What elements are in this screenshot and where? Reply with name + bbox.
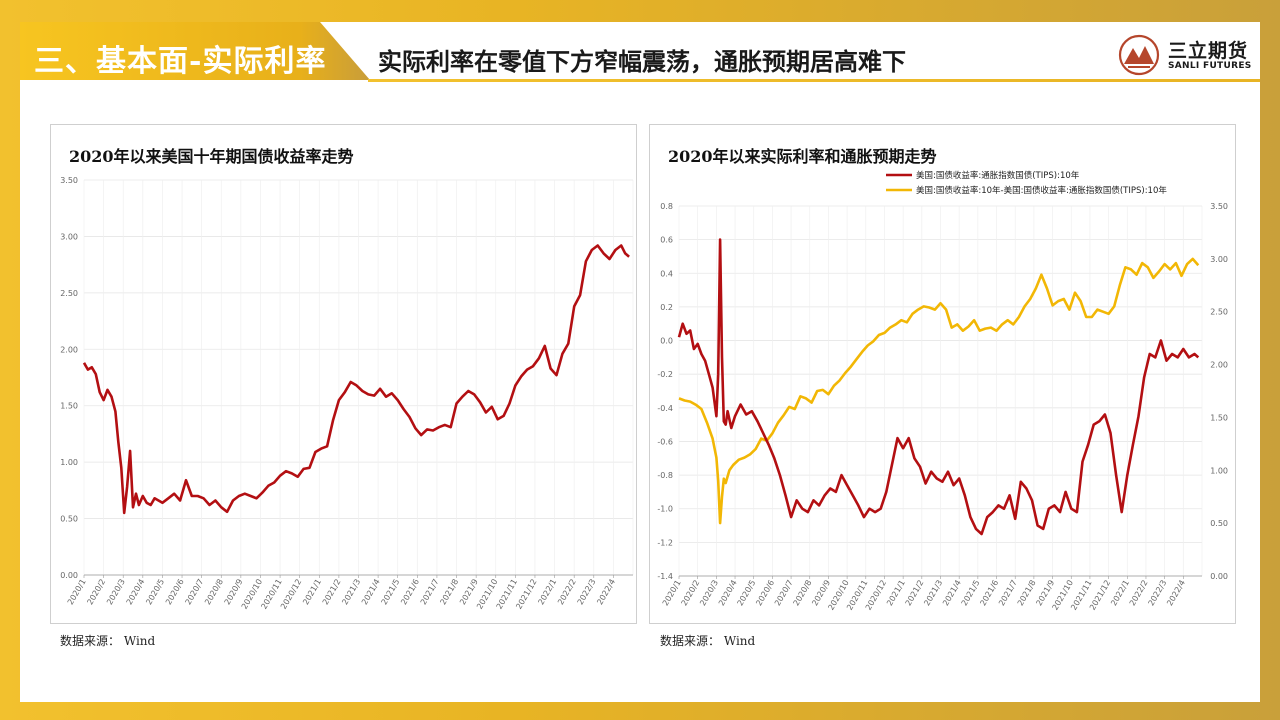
legend-label: 美国:国债收益率:10年-美国:国债收益率:通胀指数国债(TIPS):10年 (916, 185, 1167, 196)
y-tick-label-left: -0.2 (657, 370, 673, 379)
y-tick-label-right: 0.50 (1210, 519, 1228, 528)
y-tick-label-left: 0.8 (660, 202, 673, 211)
y-tick-label: 2.00 (60, 345, 78, 354)
chart-panel-treasury-yield: 2020年以来美国十年期国债收益率走势 0.00 0.50 1.00 1.50 2.00… (50, 124, 637, 624)
y-tick-label-right: 1.00 (1210, 466, 1228, 475)
header-underline (368, 79, 1260, 82)
company-logo: 三立期货 SANLI FUTURES (1118, 34, 1258, 76)
y-tick-label-right: 3.00 (1210, 255, 1228, 264)
slide-headline: 实际利率在零值下方窄幅震荡，通胀预期居高难下 (378, 47, 906, 76)
series-line-tips-real-yield (677, 238, 1200, 536)
section-banner (20, 22, 370, 80)
y-tick-label: 0.00 (60, 571, 78, 580)
y-tick-label: 0.50 (60, 515, 78, 524)
y-tick-label-right: 2.00 (1210, 361, 1228, 370)
y-tick-label: 3.00 (60, 232, 78, 241)
y-tick-label: 2.50 (60, 289, 78, 298)
y-tick-label-right: 3.50 (1210, 202, 1228, 211)
y-tick-label-right: 2.50 (1210, 308, 1228, 317)
data-source: 数据来源： Wind (60, 634, 156, 648)
y-tick-label-left: 0.2 (660, 303, 673, 312)
logo-name-en: SANLI FUTURES (1168, 61, 1252, 71)
legend-label: 美国:国债收益率:通胀指数国债(TIPS):10年 (916, 170, 1080, 181)
y-tick-label: 1.50 (60, 402, 78, 411)
y-tick-label-left: -1.0 (657, 505, 673, 514)
logo-name-cn: 三立期货 (1168, 40, 1249, 62)
y-tick-label-left: 0.6 (660, 236, 673, 245)
x-tick-label: 2022/4 (595, 578, 617, 607)
y-tick-label-left: -0.8 (657, 471, 673, 480)
y-tick-label-left: -1.4 (657, 572, 673, 581)
series-line-us10y (82, 244, 630, 515)
y-tick-label-left: -0.6 (657, 437, 673, 446)
y-tick-label-right: 0.00 (1210, 572, 1228, 581)
y-tick-label: 3.50 (60, 176, 78, 185)
section-title: 三、基本面-实际利率 (34, 44, 327, 79)
y-tick-label-right: 1.50 (1210, 413, 1228, 422)
y-tick-label-left: 0.4 (660, 269, 673, 278)
y-tick-label-left: -0.4 (657, 404, 673, 413)
treasury-yield-chart: 0.000.501.001.502.002.503.003.502020/120… (60, 176, 634, 611)
data-source: 数据来源： Wind (660, 634, 756, 648)
y-tick-label-left: 0.0 (660, 337, 673, 346)
series-line-breakeven-inflation (678, 257, 1200, 525)
y-tick-label: 1.00 (60, 458, 78, 467)
chart-title: 2020年以来实际利率和通胀预期走势 (668, 147, 937, 166)
chart-panel-real-rate: 2020年以来实际利率和通胀预期走势 -1.4 -1.2 -1.0 -0.8 -0.6-… (649, 124, 1236, 624)
sanli-logo-icon (1118, 34, 1160, 76)
chart-title: 2020年以来美国十年期国债收益率走势 (69, 147, 354, 166)
y-tick-label-left: -1.2 (657, 538, 673, 547)
x-tick-label: 2022/4 (1165, 579, 1187, 608)
real-rate-chart: -1.4 -1.2 -1.0 -0.8 -0.6 -0.4 -0.2 0.0 0.2 0.4 0.6… (657, 170, 1228, 612)
